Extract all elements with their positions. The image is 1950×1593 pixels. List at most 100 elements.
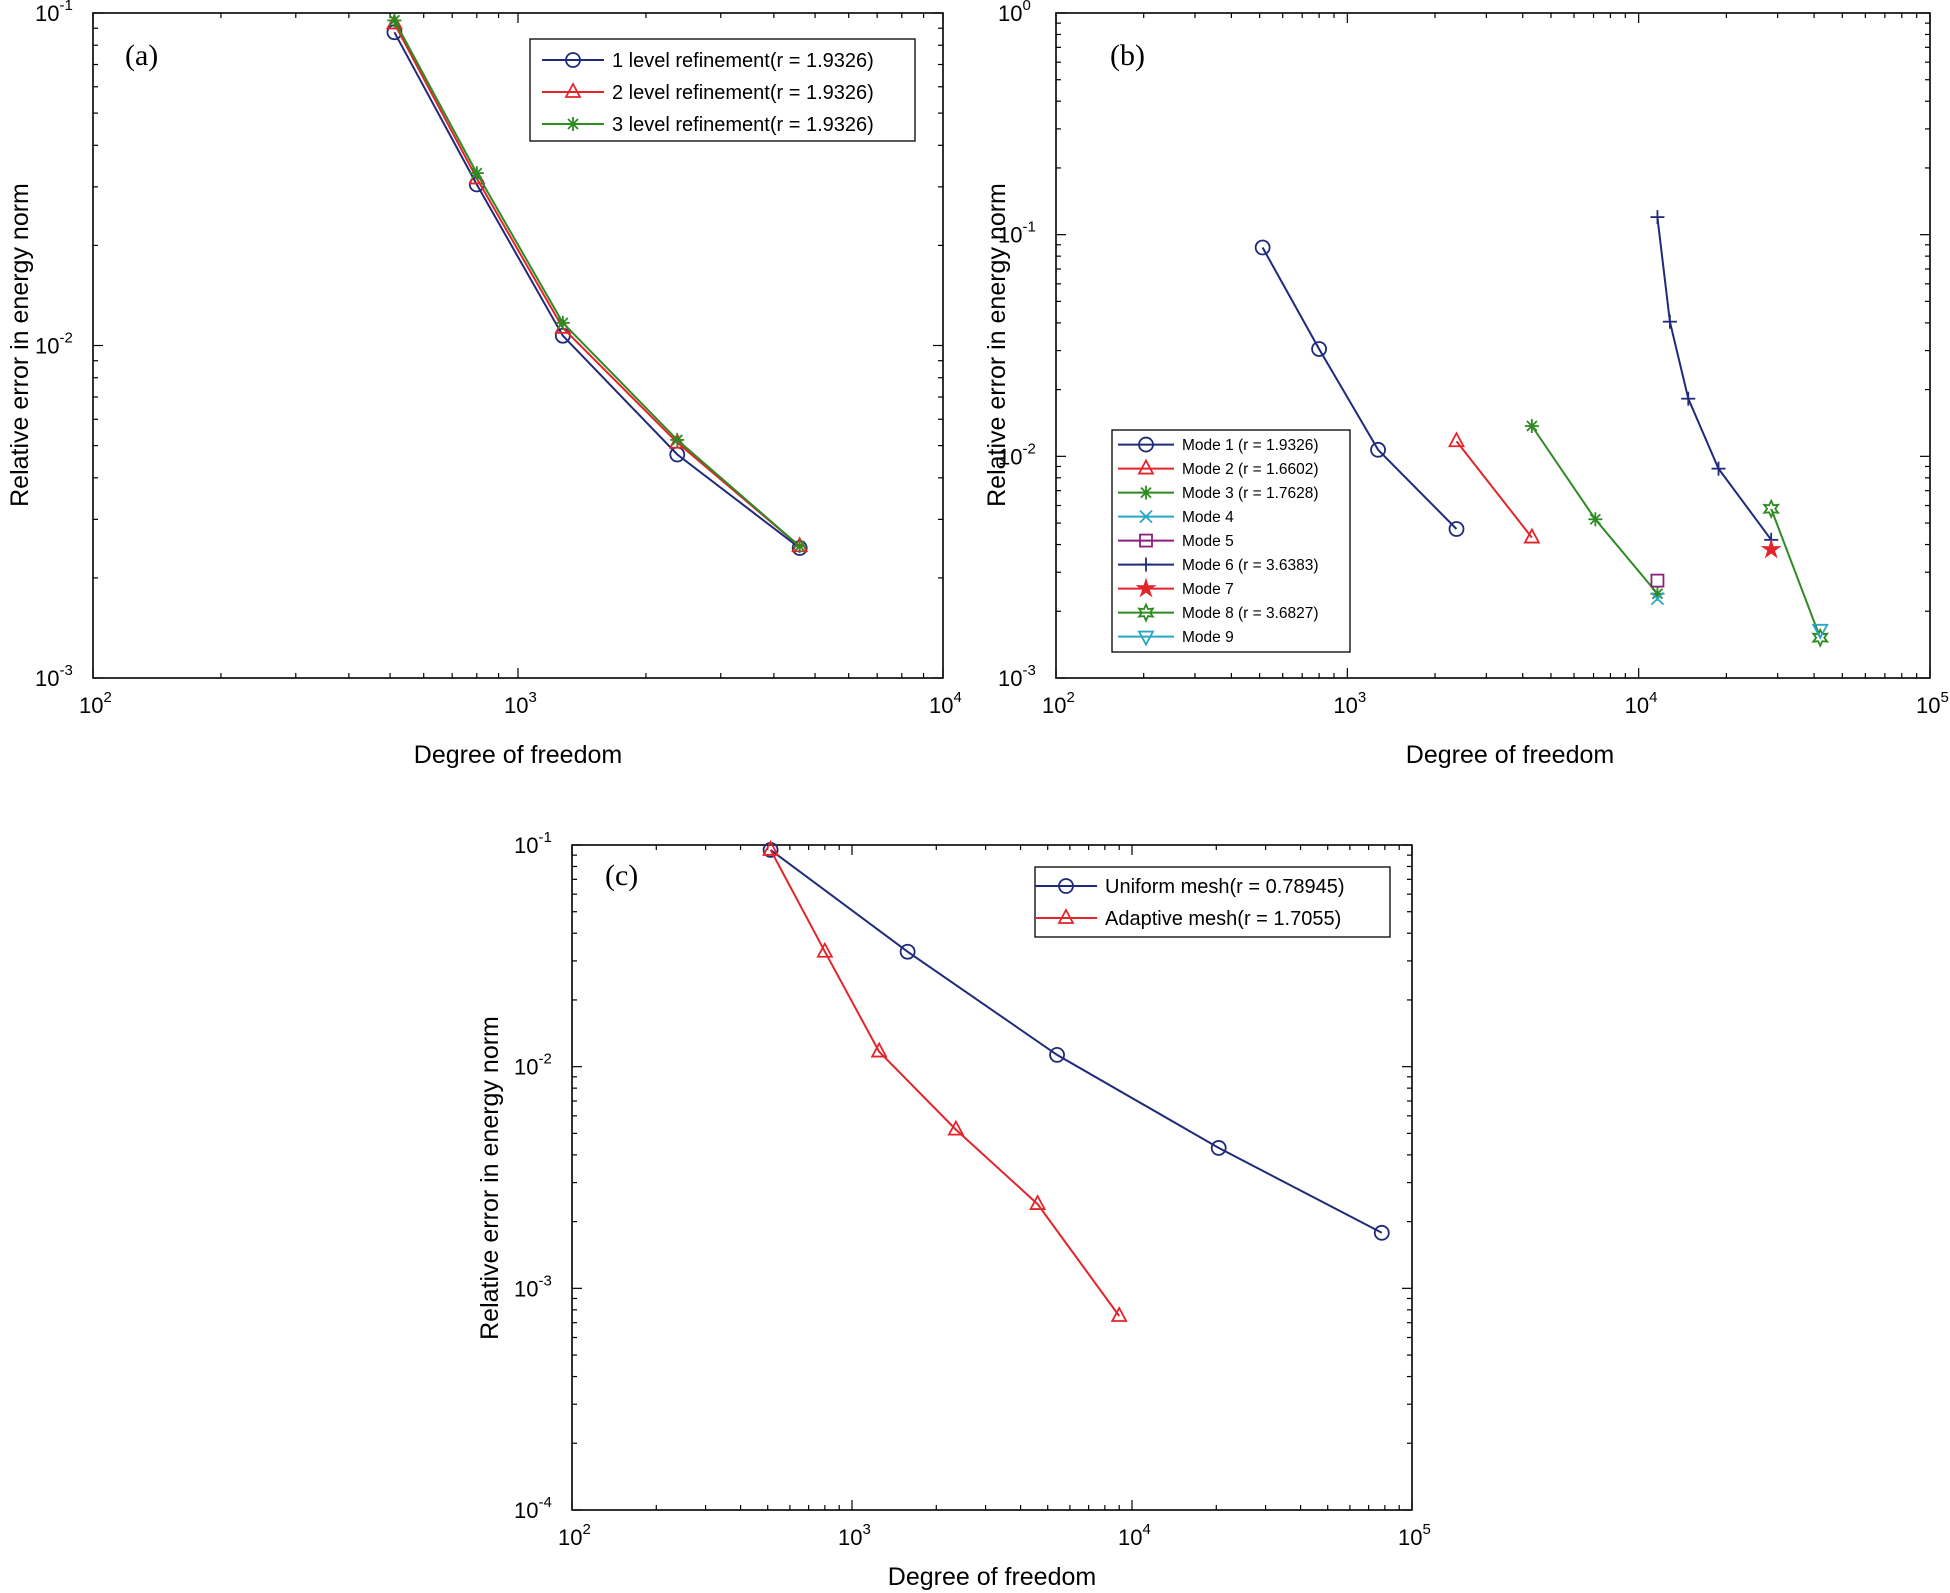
y-tick-label: 10-1 (514, 829, 552, 858)
panel-b-legend-entry: Mode 6 (r = 3.6383) (1118, 557, 1319, 574)
panel-c-series (762, 840, 1390, 1322)
panel-a-legend-label: 1 level refinement(r = 1.9326) (612, 50, 874, 72)
y-tick-label: 10-4 (514, 1494, 552, 1523)
legend-swatch-marker (566, 117, 580, 131)
data-point (1711, 461, 1726, 476)
panel-b-legend-label: Mode 9 (1182, 629, 1234, 646)
legend-swatch-marker (1139, 509, 1153, 524)
data-point (668, 432, 686, 449)
data-point (1448, 431, 1466, 448)
legend-swatch-marker (1058, 878, 1074, 894)
series-line (1770, 508, 1822, 639)
panel-b-legend-entry: Mode 3 (r = 1.7628) (1118, 485, 1319, 502)
series-c-1 (762, 842, 1390, 1241)
series-b-7 (1760, 538, 1782, 559)
panel-b-ylabel: Relative error in energy norm (983, 183, 1011, 507)
series-line (1455, 440, 1533, 539)
data-point (1523, 527, 1541, 544)
data-point (1662, 314, 1677, 329)
panel-c: (c) Degree of freedom Relative error in … (476, 829, 1431, 1591)
panel-b-legend-label: Mode 1 (r = 1.9326) (1182, 437, 1319, 454)
data-point (1029, 1194, 1047, 1210)
legend-swatch-marker (1139, 533, 1153, 548)
legend-swatch-marker (1138, 436, 1154, 453)
panel-c-label: (c) (605, 859, 638, 892)
data-point (1210, 1140, 1227, 1156)
panel-c-legend (1034, 866, 1391, 938)
panel-a-series (385, 13, 809, 556)
data-point (1681, 391, 1696, 406)
legend-swatch-marker (1057, 908, 1075, 924)
panel-a-legend-entry: 3 level refinement(r = 1.9326) (542, 114, 874, 136)
panel-b: (b) Degree of freedom Relative error in … (983, 0, 1949, 769)
series-a-3 (387, 13, 807, 554)
panel-b-legend-label: Mode 4 (1182, 509, 1234, 526)
panel-c-ylabel: Relative error in energy norm (476, 1016, 504, 1340)
panel-b-legend-entry: Mode 1 (r = 1.9326) (1118, 436, 1319, 454)
data-point (1373, 1224, 1390, 1241)
series-line (393, 31, 801, 549)
panel-c-legend-entry: Adaptive mesh(r = 1.7055) (1035, 908, 1341, 930)
data-point (870, 1041, 888, 1058)
series-line (769, 849, 1121, 1317)
panel-a-legend-label: 3 level refinement(r = 1.9326) (612, 114, 874, 136)
data-point (469, 166, 484, 181)
data-point (1760, 538, 1782, 559)
data-point (1254, 239, 1271, 256)
data-point (947, 1119, 965, 1136)
panel-b-legend-entry: Mode 2 (r = 1.6602) (1118, 458, 1319, 478)
data-point (1110, 1306, 1128, 1322)
data-point (1448, 521, 1465, 537)
data-point (816, 941, 834, 958)
panel-c-xlabel: Degree of freedom (888, 1563, 1096, 1591)
data-point (762, 840, 780, 856)
data-point (1811, 623, 1829, 640)
panel-b-legend-label: Mode 8 (r = 3.6827) (1182, 605, 1319, 622)
panel-b-legend-entry: Mode 5 (1118, 533, 1234, 550)
panel-b-series (1254, 210, 1830, 648)
panel-c-legend-entry: Uniform mesh(r = 0.78945) (1035, 876, 1345, 898)
panel-b-legend-label: Mode 6 (r = 3.6383) (1182, 557, 1319, 574)
legend-swatch-marker (1135, 577, 1157, 598)
data-point (1811, 627, 1830, 648)
data-point (1588, 512, 1603, 527)
panel-a: (a) Degree of freedom Relative error in … (6, 0, 962, 769)
legend-swatch-marker (565, 52, 581, 68)
data-point (1650, 210, 1665, 225)
data-point (1370, 441, 1386, 458)
panel-b-legend-entry: Mode 9 (1118, 629, 1234, 647)
panel-a-legend-label: 2 level refinement(r = 1.9326) (612, 82, 874, 104)
panel-b-legend-label: Mode 3 (r = 1.7628) (1182, 485, 1319, 502)
data-point (385, 13, 403, 30)
panel-b-legend-label: Mode 7 (1182, 581, 1234, 598)
series-c-2 (762, 840, 1128, 1322)
data-point (792, 539, 807, 554)
panel-a-ylabel: Relative error in energy norm (6, 183, 34, 507)
data-point (670, 432, 685, 447)
data-point (1650, 592, 1665, 606)
panel-c-legend-label: Uniform mesh(r = 0.78945) (1105, 876, 1345, 898)
data-point (899, 943, 916, 960)
panel-c-legend-label: Adaptive mesh(r = 1.7055) (1105, 908, 1341, 930)
panel-a-label: (a) (125, 39, 158, 72)
panel-b-legend-entry: Mode 7 (1118, 577, 1234, 598)
series-b-9 (1811, 623, 1829, 640)
series-line (1261, 247, 1458, 530)
panel-a-xlabel: Degree of freedom (414, 741, 622, 769)
legend-swatch-marker (564, 82, 582, 98)
series-b-3 (1524, 419, 1665, 601)
y-tick-label: 10-1 (35, 0, 73, 26)
panel-a-legend-entry: 2 level refinement(r = 1.9326) (542, 82, 874, 104)
data-point (1049, 1047, 1065, 1063)
legend-swatch-marker (1137, 630, 1155, 647)
series-b-4 (1650, 592, 1665, 606)
data-point (387, 13, 402, 28)
series-b-2 (1448, 431, 1541, 544)
series-b-1 (1254, 239, 1465, 537)
series-b-5 (1650, 573, 1665, 588)
panel-b-legend-entry: Mode 4 (1118, 509, 1234, 526)
series-line (770, 849, 1383, 1234)
data-point (1311, 341, 1328, 357)
